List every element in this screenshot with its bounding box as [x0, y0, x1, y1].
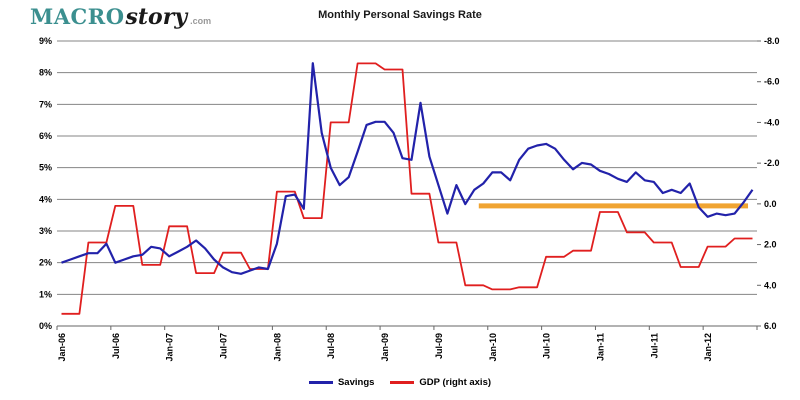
x-axis-label-Jan-08: Jan-08 — [272, 333, 282, 362]
left-axis-label-1%: 1% — [39, 289, 52, 299]
left-axis-label-8%: 8% — [39, 68, 52, 78]
macrostory-logo: MACRO story .com — [30, 4, 211, 30]
x-axis-label-Jan-09: Jan-09 — [380, 333, 390, 362]
savings-line-swatch — [308, 381, 333, 384]
x-axis-label-Jul-10: Jul-10 — [542, 333, 552, 359]
x-axis-label-Jul-06: Jul-06 — [111, 333, 121, 359]
x-axis-label-Jul-07: Jul-07 — [219, 333, 229, 359]
x-axis-label-Jan-11: Jan-11 — [595, 333, 605, 361]
right-axis-label--8.0: -8.0 — [764, 36, 780, 46]
legend-label-savings: Savings — [337, 377, 375, 388]
gdp-line-swatch — [390, 381, 415, 384]
right-axis-label-0.0: 0.0 — [764, 199, 777, 209]
x-axis-label-Jan-12: Jan-12 — [703, 333, 713, 362]
logo-text-macro: MACRO — [30, 4, 125, 29]
x-axis-label-Jul-09: Jul-09 — [434, 333, 444, 359]
right-axis-label--2.0: -2.0 — [764, 158, 780, 168]
right-axis-label-2.0: 2.0 — [764, 240, 777, 250]
right-axis-label-4.0: 4.0 — [764, 280, 777, 290]
legend-item-gdp: GDP (right axis) — [390, 377, 491, 388]
left-axis-label-7%: 7% — [39, 99, 52, 109]
left-axis-label-0%: 0% — [39, 321, 52, 331]
logo-text-com: .com — [190, 16, 212, 26]
legend-label-gdp: GDP (right axis) — [419, 377, 492, 388]
left-axis-label-5%: 5% — [39, 163, 52, 173]
left-axis-label-6%: 6% — [39, 131, 52, 141]
x-axis-label-Jan-06: Jan-06 — [57, 333, 67, 362]
chart-title: Monthly Personal Savings Rate — [318, 9, 482, 21]
x-axis-label-Jul-08: Jul-08 — [326, 333, 336, 359]
gdp-line — [61, 62, 753, 315]
x-axis-label-Jul-11: Jul-11 — [649, 333, 659, 359]
left-axis-label-3%: 3% — [39, 226, 52, 236]
left-axis-label-2%: 2% — [39, 258, 52, 268]
x-axis-label-Jan-07: Jan-07 — [165, 333, 175, 362]
right-axis-label--6.0: -6.0 — [764, 77, 780, 87]
legend-item-savings: Savings — [308, 377, 375, 388]
right-axis-label-6.0: 6.0 — [764, 321, 777, 331]
left-axis-label-9%: 9% — [39, 36, 52, 46]
x-axis-label-Jan-10: Jan-10 — [488, 333, 498, 362]
legend: Savings GDP (right axis) — [0, 377, 800, 388]
right-axis-label--4.0: -4.0 — [764, 117, 780, 127]
savings-line — [61, 62, 754, 275]
reference-bar — [478, 203, 749, 209]
left-axis-label-4%: 4% — [39, 194, 52, 204]
logo-text-story: story — [125, 4, 188, 30]
